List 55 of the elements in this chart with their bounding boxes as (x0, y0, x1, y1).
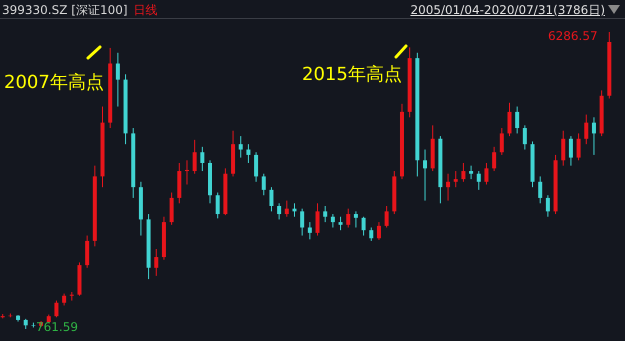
candlestick (469, 165, 474, 180)
candlestick (538, 176, 542, 204)
candlestick (369, 226, 374, 242)
candlestick (346, 208, 350, 228)
candlestick (584, 114, 588, 145)
candlestick (24, 318, 28, 329)
candlestick (192, 139, 197, 174)
candlestick (316, 202, 320, 236)
candlestick (507, 102, 512, 137)
candlestick (62, 293, 66, 306)
annotation: 761.59 (36, 320, 78, 334)
candlestick (323, 205, 328, 223)
candlestick (246, 144, 250, 164)
candlestick (484, 162, 488, 185)
candlestick (330, 214, 335, 228)
candlestick (500, 128, 504, 156)
candlestick (254, 152, 258, 182)
candlestick (376, 222, 381, 240)
candlestick (116, 52, 120, 108)
candlestick (154, 248, 158, 276)
annotation: 2015年高点 (302, 63, 402, 86)
candlestick (492, 146, 496, 172)
candlestick (522, 124, 527, 150)
candlestick (446, 173, 450, 202)
candlestick (238, 136, 243, 158)
candlestick (384, 205, 389, 228)
candlestick (292, 202, 296, 218)
candlestick (592, 116, 596, 156)
candlestick (184, 160, 189, 185)
candlestick (546, 194, 550, 218)
candlestick (300, 208, 304, 236)
candlestick (454, 170, 458, 188)
candlestick (561, 130, 566, 166)
candlestick (54, 300, 58, 318)
text: 2005/01/04-2020/07/31(3786日) (410, 2, 605, 19)
annotation: 6286.57 (548, 29, 598, 43)
candlestick (362, 216, 366, 236)
candlestick (476, 170, 481, 190)
annotation: 2007年高点 (4, 71, 104, 94)
candlestick (262, 173, 266, 196)
chart-subtitle: 日线 (134, 3, 158, 17)
candlestick (269, 186, 274, 212)
candlestick (308, 222, 312, 240)
candlestick (423, 149, 428, 202)
candlestick (338, 216, 343, 231)
candlestick (277, 202, 282, 220)
candlestick (284, 200, 289, 218)
candlestick (216, 192, 220, 219)
candlestick (354, 210, 358, 228)
candlestick (576, 132, 581, 161)
candlestick (200, 146, 204, 172)
chart-title: 399330.SZ [深证100] (2, 3, 128, 17)
candlestick (515, 106, 520, 134)
candlestick (568, 136, 573, 166)
candlestick (461, 162, 466, 182)
